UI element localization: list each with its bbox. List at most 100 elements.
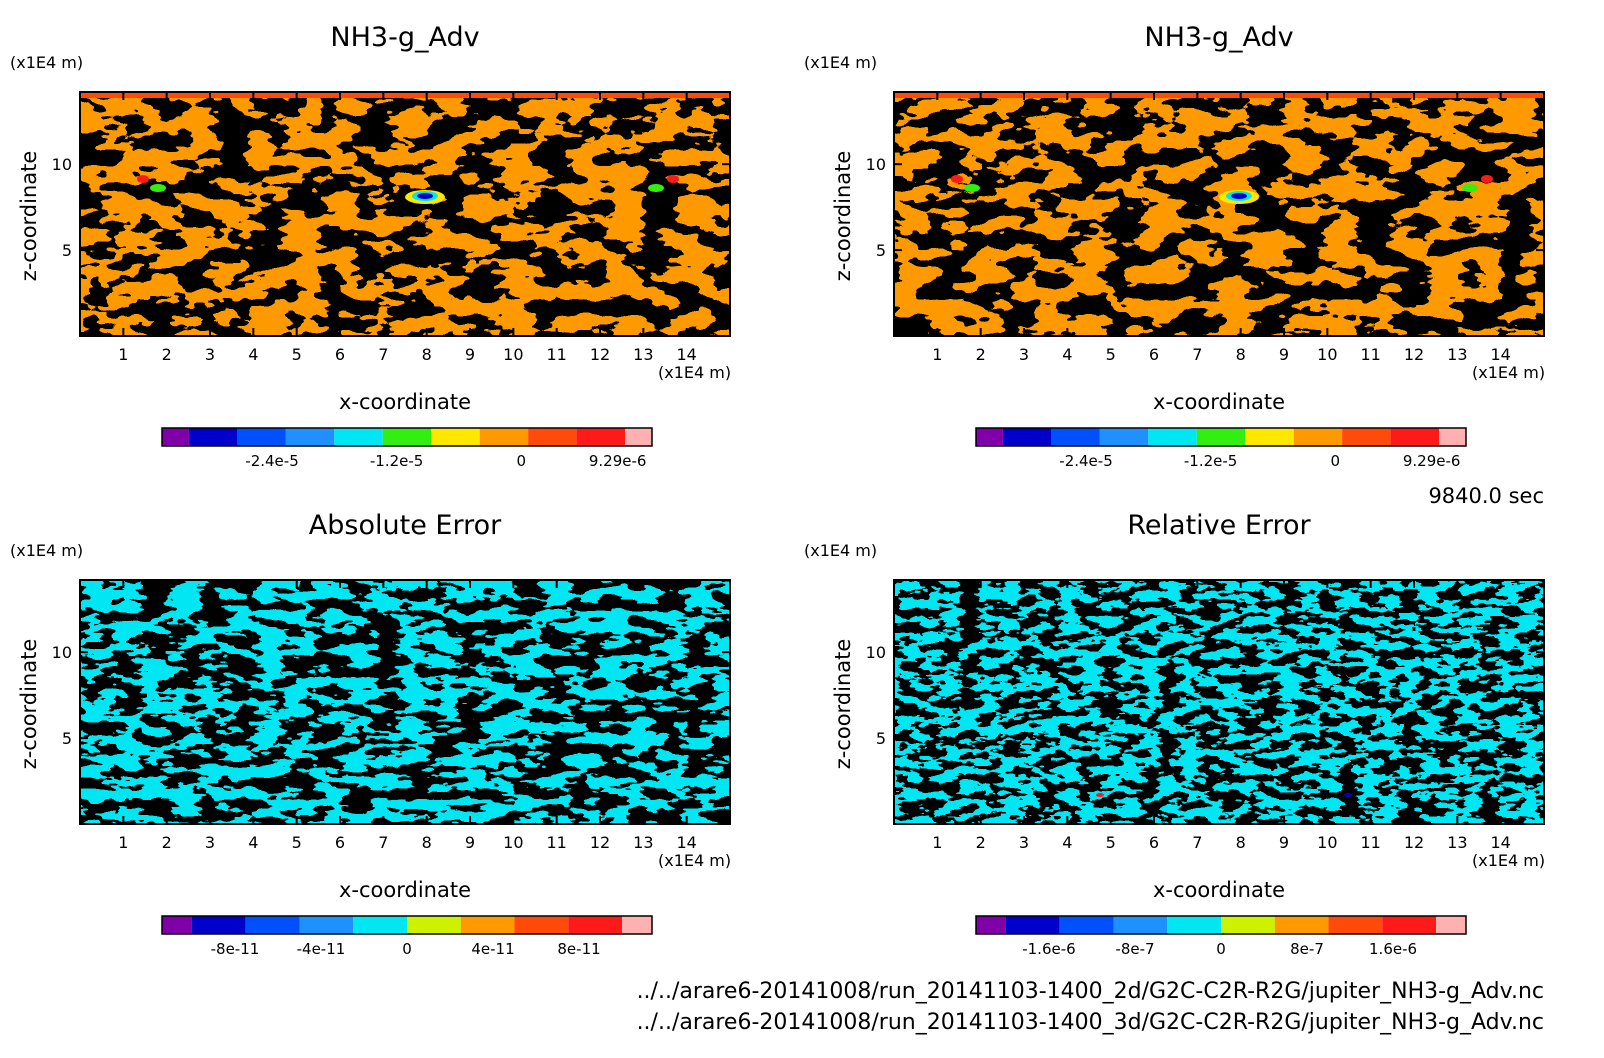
field-pattern: [894, 92, 1544, 336]
colorbar-bin: [1274, 916, 1329, 934]
plot-frame: [79, 91, 731, 337]
colorbar-bin: [237, 428, 286, 446]
x-tick-label: 8: [422, 345, 432, 364]
field-pattern: [894, 580, 1544, 824]
y-tick-label: 10: [866, 643, 886, 662]
feature-low-center-min: [1231, 193, 1247, 199]
x-tick-label: 2: [162, 345, 172, 364]
colorbar-bin: [431, 428, 480, 446]
colorbar-label: -8e-11: [211, 940, 260, 958]
panel-title: Relative Error: [1127, 510, 1311, 541]
field-pattern: [80, 580, 730, 824]
x-tick-label: 4: [248, 833, 258, 852]
x-tick-label: 6: [1149, 345, 1159, 364]
x-axis-label: x-coordinate: [339, 390, 471, 414]
colorbar-frame: [975, 915, 1467, 935]
colorbar-bin: [1342, 428, 1391, 446]
colorbar-bin: [382, 428, 432, 446]
colorbar-label: 1.6e-6: [1369, 940, 1417, 958]
x-tick-label: 13: [633, 833, 653, 852]
feature-left-max: [951, 175, 963, 183]
x-tick-label: 7: [378, 345, 388, 364]
colorbar-bin: [162, 916, 192, 934]
colorbar-bin: [285, 428, 335, 446]
colorbar-frame: [161, 915, 653, 935]
colorbar-frame: [161, 427, 653, 447]
field-pattern: [80, 92, 730, 336]
x-tick-label: 12: [1404, 833, 1424, 852]
x-tick-label: 12: [590, 833, 610, 852]
x-tick-label: 5: [1106, 345, 1116, 364]
feature-right: [648, 184, 664, 192]
panel-title: NH3-g_Adv: [1144, 22, 1293, 53]
y-axis-label: z-coordinate: [831, 639, 855, 770]
x-tick-label: 10: [1317, 833, 1337, 852]
x-tick-label: 2: [976, 833, 986, 852]
colorbar-bin: [1293, 428, 1343, 446]
feature-left: [150, 184, 166, 192]
y-tick-label: 10: [52, 643, 72, 662]
x-tick-label: 13: [633, 345, 653, 364]
colorbar-label: -8e-7: [1115, 940, 1154, 958]
x-tick-label: 12: [1404, 345, 1424, 364]
x-tick-label: 9: [1279, 345, 1289, 364]
colorbar-bin: [1051, 428, 1100, 446]
y-axis-label: z-coordinate: [17, 639, 41, 770]
y-unit-label: (x1E4 m): [804, 541, 877, 560]
feature-right-max: [667, 175, 679, 183]
x-tick-label: 3: [1019, 345, 1029, 364]
x-tick-label: 7: [1192, 345, 1202, 364]
x-tick-label: 8: [1236, 345, 1246, 364]
x-axis-label: x-coordinate: [1153, 878, 1285, 902]
colorbar-bin: [625, 428, 652, 446]
y-unit-label: (x1E4 m): [10, 53, 83, 72]
colorbar-bin: [1005, 916, 1060, 934]
x-tick-label: 11: [1360, 345, 1380, 364]
colorbar-bin: [1382, 916, 1437, 934]
colorbar-label: 8e-11: [557, 940, 600, 958]
x-tick-label: 14: [1490, 833, 1510, 852]
colorbar-bin: [1002, 428, 1052, 446]
x-tick-label: 14: [1490, 345, 1510, 364]
colorbar-bin: [514, 916, 569, 934]
x-axis-label: x-coordinate: [1153, 390, 1285, 414]
colorbar-bin: [460, 916, 515, 934]
x-tick-label: 5: [1106, 833, 1116, 852]
x-tick-label: 14: [676, 833, 696, 852]
x-tick-label: 9: [1279, 833, 1289, 852]
colorbar-bin: [299, 916, 354, 934]
colorbar-bin: [1245, 428, 1294, 446]
x-tick-label: 3: [1019, 833, 1029, 852]
x-tick-label: 9: [465, 833, 475, 852]
colorbar-bin: [245, 916, 300, 934]
colorbar-frame: [975, 427, 1467, 447]
colorbar-bin: [162, 428, 189, 446]
colorbar-label: -2.4e-5: [1059, 452, 1112, 470]
colorbar-bin: [1196, 428, 1246, 446]
colorbar-label: -1.2e-5: [1184, 452, 1237, 470]
x-tick-label: 13: [1447, 345, 1467, 364]
x-tick-label: 6: [335, 833, 345, 852]
feature-low-center-min: [417, 193, 433, 199]
y-axis-label: z-coordinate: [17, 151, 41, 282]
colorbar-bin: [976, 916, 1006, 934]
y-tick-label: 5: [62, 729, 72, 748]
x-unit-label: (x1E4 m): [658, 363, 731, 382]
colorbar-bin: [407, 916, 461, 934]
x-tick-label: 14: [676, 345, 696, 364]
y-tick-label: 10: [52, 155, 72, 174]
colorbar-label: 9.29e-6: [589, 452, 647, 470]
x-tick-label: 1: [118, 833, 128, 852]
y-tick-label: 5: [876, 241, 886, 260]
feature-red-spot: [1096, 793, 1104, 797]
plot-frame: [893, 579, 1545, 825]
colorbar-label: 8e-7: [1290, 940, 1324, 958]
x-tick-label: 6: [335, 345, 345, 364]
x-tick-label: 10: [1317, 345, 1337, 364]
colorbar-label: -1.2e-5: [370, 452, 423, 470]
x-tick-label: 7: [1192, 833, 1202, 852]
colorbar: -1.6e-6 -8e-7 0 8e-7 1.6e-6: [975, 915, 1467, 958]
